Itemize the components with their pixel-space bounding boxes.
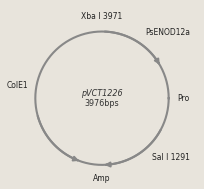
Text: Amp: Amp [93, 174, 111, 183]
Text: Pro: Pro [177, 94, 189, 103]
Text: ColE1: ColE1 [7, 81, 28, 90]
Text: PsENOD12a: PsENOD12a [145, 28, 190, 37]
Text: Xba I 3971: Xba I 3971 [81, 12, 123, 21]
Text: 3976bps: 3976bps [85, 99, 119, 108]
Text: Sal I 1291: Sal I 1291 [152, 153, 190, 162]
Text: pVCT1226: pVCT1226 [81, 88, 123, 98]
